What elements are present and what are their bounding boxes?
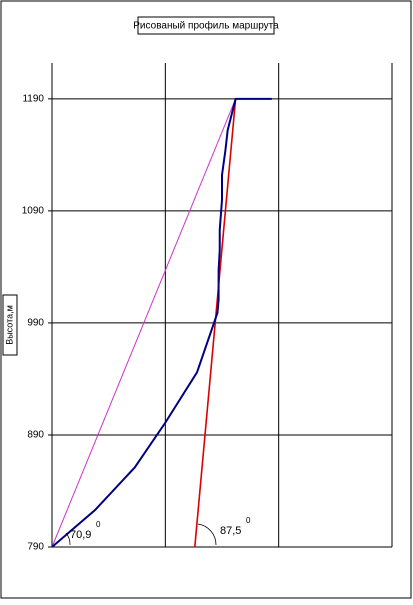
annotation: 70,9 <box>70 529 91 541</box>
annotation-sup: 0 <box>96 520 101 529</box>
angle-arc <box>65 532 71 546</box>
y-axis-label: Высота,м <box>4 305 14 345</box>
y-tick-label: 890 <box>27 430 44 441</box>
series-line <box>194 98 237 548</box>
title-box <box>137 16 275 35</box>
y-tick-label: 990 <box>27 318 44 329</box>
annotation-sup: 0 <box>246 516 251 525</box>
series-line <box>51 98 237 548</box>
angle-arc <box>197 523 217 546</box>
y-tick-label: 1090 <box>22 206 45 217</box>
chart-title: Рисованый профиль маршрута <box>133 20 279 32</box>
series-line <box>51 97 272 548</box>
annotation: 87,5 <box>220 525 241 537</box>
y-tick-label: 790 <box>27 542 44 553</box>
y-label-box <box>2 294 18 356</box>
y-tick-label: 1190 <box>22 93 44 104</box>
